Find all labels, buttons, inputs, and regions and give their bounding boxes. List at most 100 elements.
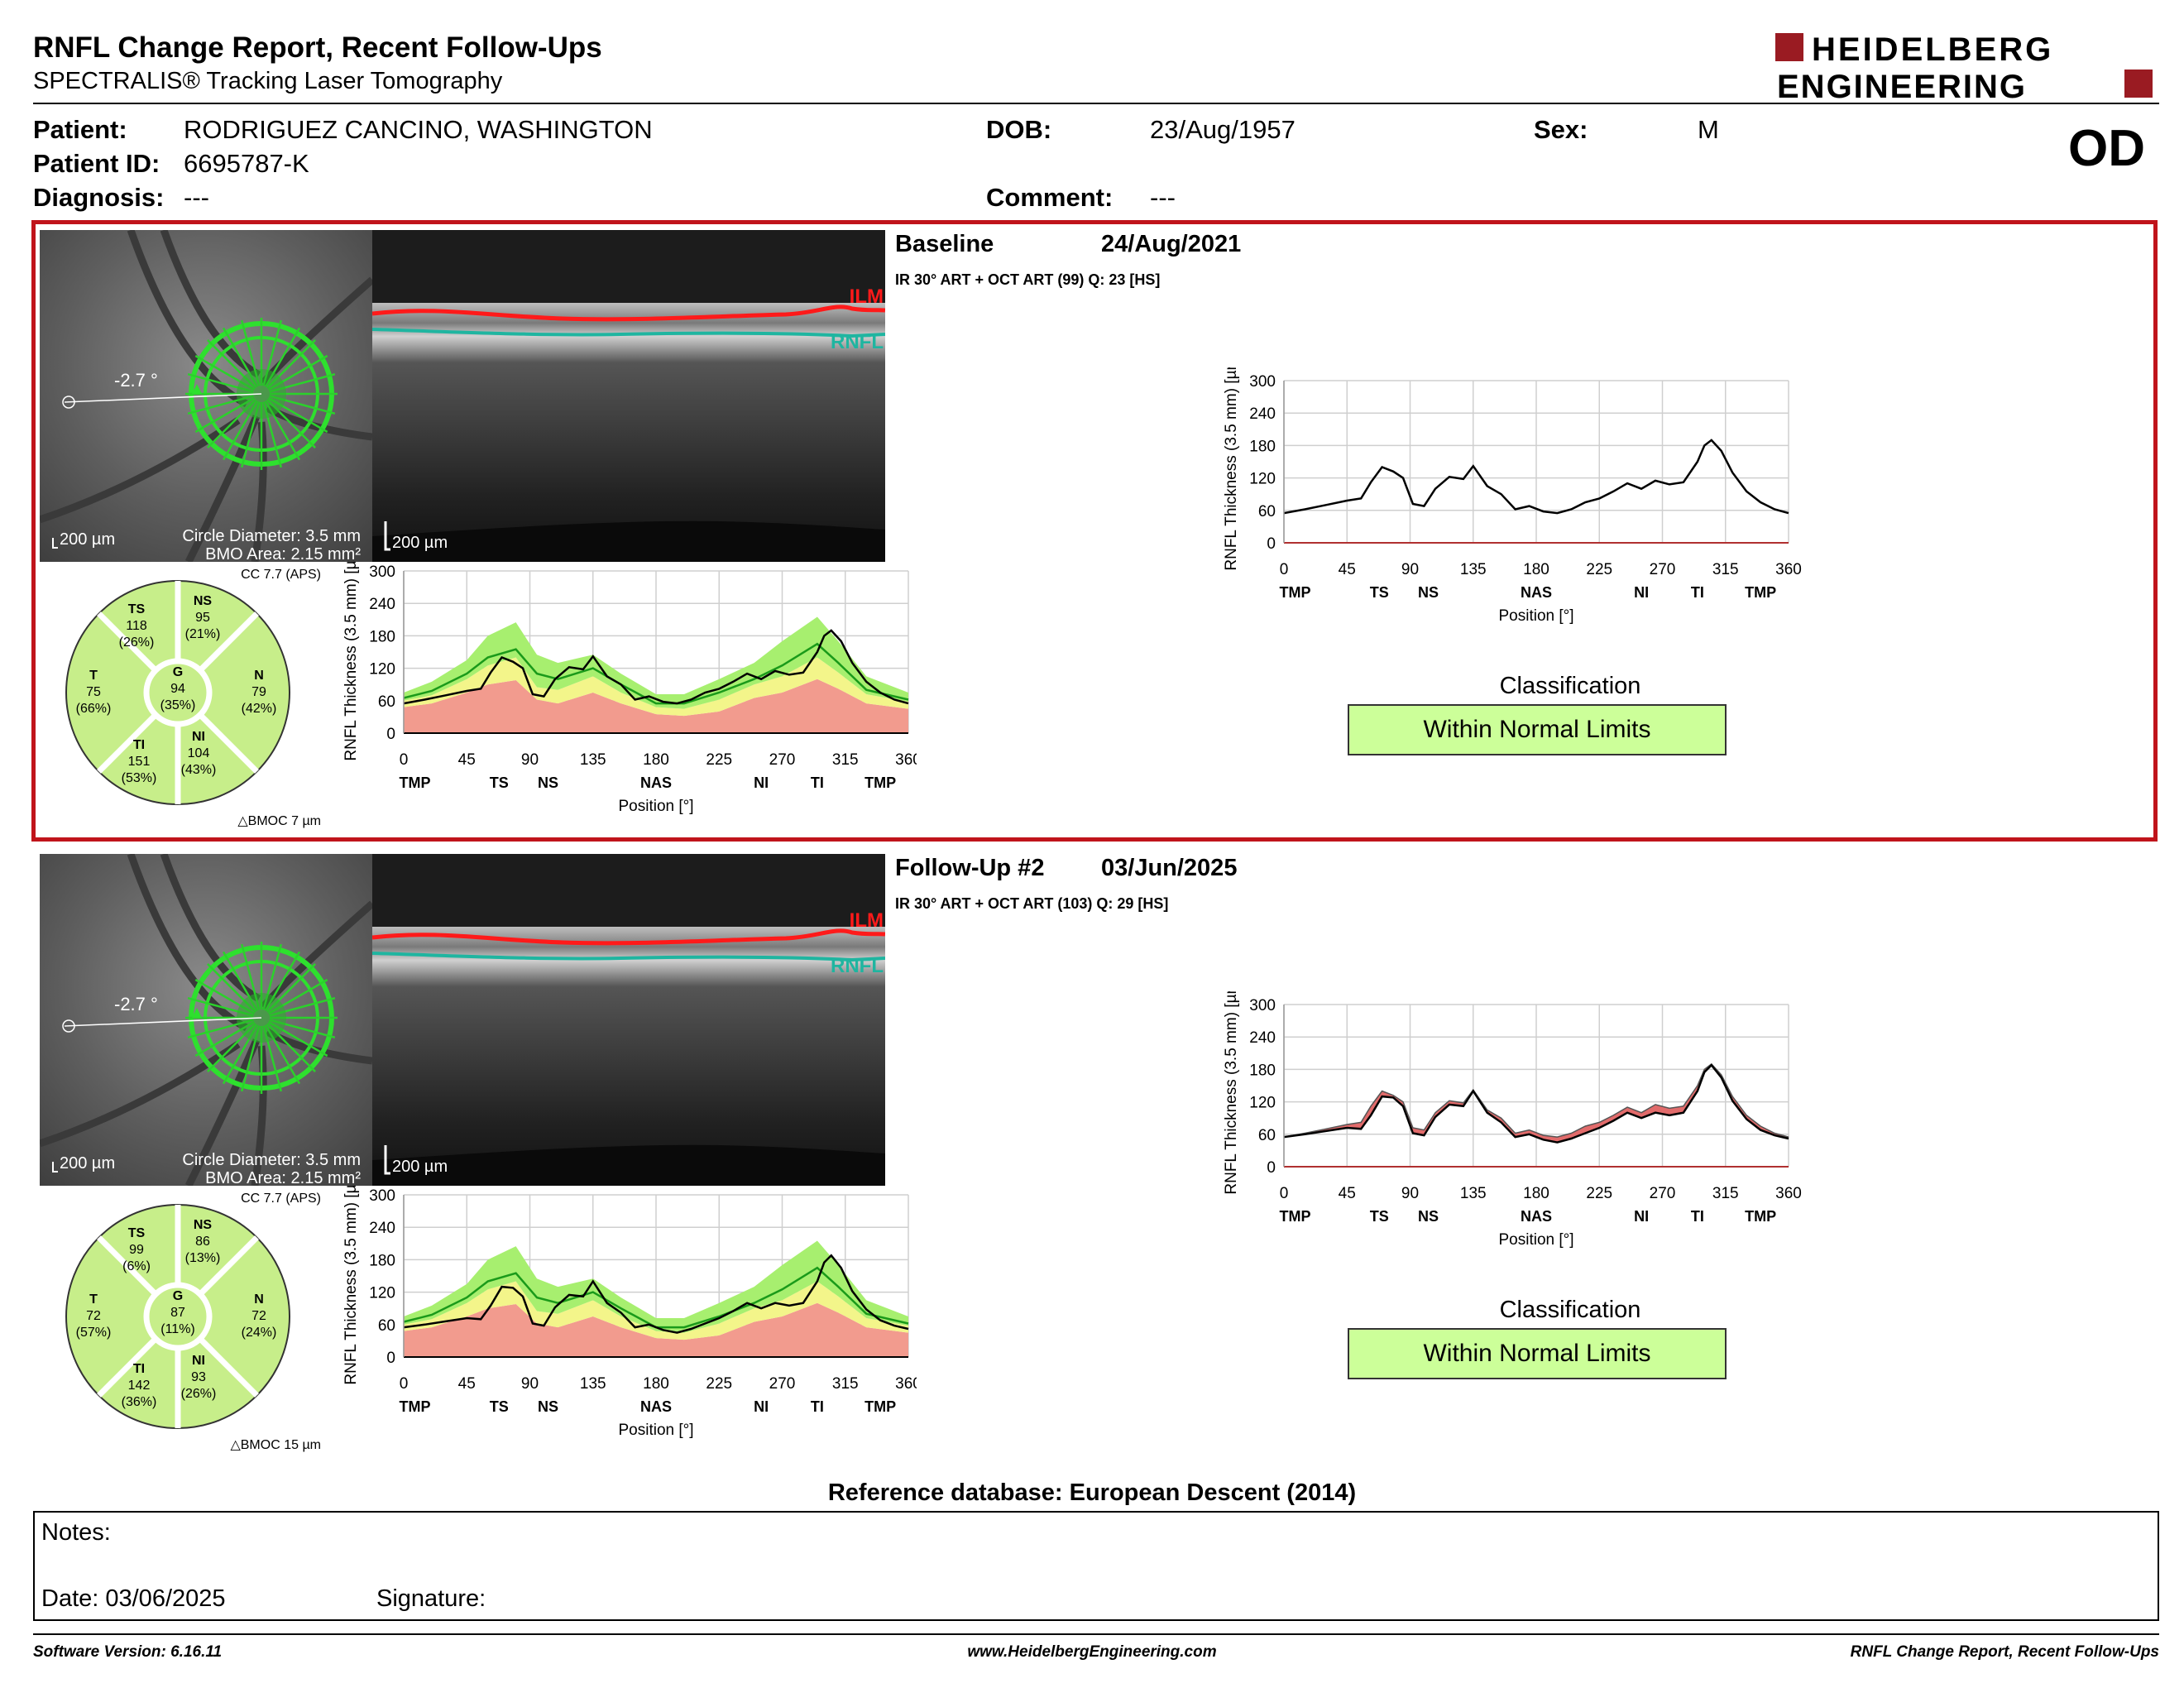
region-label: NI — [754, 774, 769, 791]
rnfl-profile-chart: 0 45 90 135 180 225 270 315 360 0 60 120 180 240 300 TM… — [1223, 991, 1802, 1249]
oct-bscan: ILM RNFL 200 µm — [372, 854, 885, 1186]
exam-panel-followup[interactable]: -2.7 ° 200 µm Circle Diameter: 3.5 mm BMO A… — [31, 844, 2158, 1460]
patient-label: Patient: — [33, 115, 127, 144]
sector-ts-label: TS — [128, 602, 146, 616]
y-tick-label: 240 — [1249, 405, 1276, 423]
sector-ts-pct: (6%) — [122, 1259, 151, 1273]
y-tick-label: 0 — [1267, 1159, 1276, 1177]
sex-value: M — [1698, 115, 1719, 144]
x-tick-label: 180 — [643, 751, 669, 769]
sector-ni-value: 104 — [188, 746, 210, 760]
y-tick-label: 0 — [386, 1350, 395, 1367]
x-tick-label: 315 — [832, 751, 859, 769]
ilm-label: ILM — [850, 909, 884, 932]
y-tick-label: 240 — [369, 1220, 395, 1237]
x-tick-label: 90 — [1401, 1185, 1419, 1202]
exam-title: Follow-Up #2 — [895, 855, 1045, 881]
y-tick-label: 0 — [386, 726, 395, 743]
x-tick-label: 90 — [1401, 561, 1419, 578]
classification-label: Classification — [1499, 673, 1641, 699]
region-label: NAS — [1521, 584, 1552, 601]
circle-diameter: Circle Diameter: 3.5 mm — [182, 1151, 361, 1169]
sector-ti-pct: (53%) — [122, 771, 157, 785]
sector-ts-value: 118 — [126, 619, 147, 633]
rnfl-label: RNFL — [831, 331, 884, 353]
sector-t-value: 72 — [86, 1309, 101, 1323]
bmo-area: BMO Area: 2.15 mm² — [205, 1169, 361, 1186]
y-tick-label: 300 — [1249, 997, 1276, 1014]
region-label: NS — [1418, 584, 1439, 601]
rnfl-line — [372, 952, 885, 962]
x-tick-label: 360 — [1775, 1185, 1802, 1202]
exam-panel-baseline[interactable]: -2.7 ° 200 µm Circle Diameter: 3.5 mm BMO A… — [31, 220, 2158, 842]
report-name-footer: RNFL Change Report, Recent Follow-Ups — [1850, 1643, 2159, 1661]
rnfl-thickness-line — [1283, 439, 1789, 515]
sector-t-label: T — [89, 669, 98, 683]
y-axis-label: RNFL Thickness (3.5 mm) [µm] — [342, 1186, 360, 1385]
rnfl-label: RNFL — [831, 955, 884, 977]
y-tick-label: 120 — [369, 1285, 395, 1302]
scan-angle: -2.7 ° — [114, 994, 158, 1014]
y-tick-label: 60 — [378, 1317, 395, 1335]
x-tick-label: 225 — [706, 1375, 732, 1393]
x-tick-label: 180 — [1523, 561, 1549, 578]
x-axis-label: Position [°] — [1498, 1231, 1573, 1249]
sector-n-pct: (42%) — [242, 702, 277, 716]
y-tick-label: 120 — [369, 661, 395, 679]
sector-ni-value: 93 — [191, 1370, 206, 1384]
sector-ti-label: TI — [133, 1362, 145, 1376]
y-tick-label: 180 — [369, 628, 395, 645]
sector-ti-pct: (36%) — [122, 1395, 157, 1409]
website-link[interactable]: www.HeidelbergEngineering.com — [967, 1643, 1217, 1661]
region-label: NI — [1634, 1208, 1649, 1225]
x-tick-label: 90 — [521, 1375, 539, 1393]
x-tick-label: 45 — [1339, 561, 1356, 578]
x-tick-label: 135 — [580, 751, 606, 769]
cc-label: CC 7.7 (APS) — [241, 1192, 321, 1206]
x-tick-label: 180 — [1523, 1185, 1549, 1202]
x-axis-label: Position [°] — [618, 798, 693, 815]
sector-t-pct: (66%) — [76, 702, 112, 716]
signature-label: Signature: — [376, 1585, 486, 1612]
bmoc-label: △BMOC 15 µm — [230, 1438, 321, 1452]
region-label: NS — [538, 1398, 558, 1415]
y-tick-label: 240 — [369, 596, 395, 613]
x-tick-label: 315 — [1712, 561, 1739, 578]
y-tick-label: 0 — [1267, 535, 1276, 553]
sector-g-pct: (35%) — [160, 698, 196, 712]
x-tick-label: 0 — [400, 751, 409, 769]
region-label: NS — [538, 774, 558, 791]
region-label: TS — [1370, 584, 1389, 601]
sector-n-label: N — [254, 1292, 264, 1307]
region-label: TMP — [864, 774, 896, 791]
x-tick-label: 135 — [1460, 561, 1487, 578]
sector-ns-value: 95 — [195, 611, 210, 625]
region-label: TI — [811, 774, 824, 791]
ilm-label: ILM — [850, 285, 884, 308]
notes-box: Notes: Date: 03/06/2025 Signature: — [33, 1511, 2159, 1621]
y-axis-label: RNFL Thickness (3.5 mm) [µm] — [342, 562, 360, 761]
region-label: NI — [1634, 584, 1649, 601]
eye-label: OD — [2068, 120, 2145, 177]
region-label: TI — [1691, 1208, 1704, 1225]
rnfl-line — [372, 328, 885, 338]
region-label: TMP — [864, 1398, 896, 1415]
region-label: TMP — [1280, 1208, 1311, 1225]
exam-date: 03/Jun/2025 — [1101, 855, 1238, 881]
y-tick-label: 180 — [369, 1252, 395, 1269]
x-tick-label: 315 — [832, 1375, 859, 1393]
x-axis-label: Position [°] — [1498, 607, 1573, 625]
report-title: RNFL Change Report, Recent Follow-Ups — [33, 31, 602, 64]
fundus-image: -2.7 ° 200 µm Circle Diameter: 3.5 mm BMO A… — [40, 230, 372, 562]
heidelberg-logo: HEIDELBERG ENGINEERING — [1775, 30, 2164, 105]
y-tick-label: 300 — [1249, 373, 1276, 391]
dob-label: DOB: — [986, 115, 1052, 144]
y-tick-label: 60 — [378, 693, 395, 711]
sector-ni-pct: (43%) — [181, 763, 217, 777]
x-tick-label: 270 — [1650, 561, 1676, 578]
x-tick-label: 45 — [1339, 1185, 1356, 1202]
classification-result: Within Normal Limits — [1348, 704, 1727, 755]
normative-band-red — [404, 1302, 908, 1357]
x-tick-label: 270 — [769, 1375, 796, 1393]
x-tick-label: 270 — [1650, 1185, 1676, 1202]
